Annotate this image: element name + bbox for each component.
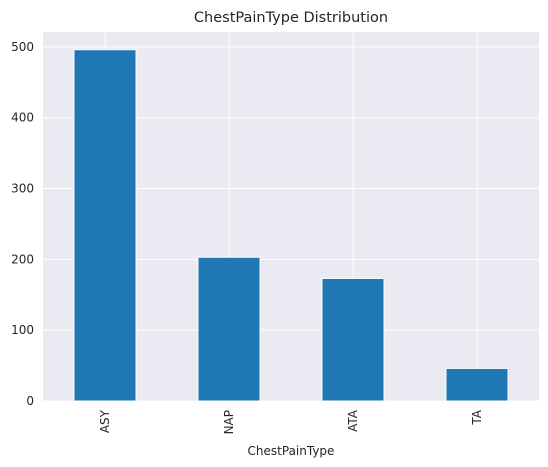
y-axis-ticks: 0 100 200 300 400 500	[11, 40, 34, 408]
y-tick-label: 100	[11, 323, 34, 337]
x-tick-label: ASY	[98, 409, 112, 433]
bar-ata	[321, 277, 385, 402]
y-tick-label: 300	[11, 182, 34, 196]
bar-nap	[197, 256, 261, 402]
bar-asy	[73, 49, 137, 402]
x-axis-ticks: ASY NAP ATA TA	[98, 409, 484, 434]
y-tick-label: 200	[11, 252, 34, 266]
x-tick-label: TA	[470, 409, 484, 425]
bars	[73, 49, 509, 402]
chart-title: ChestPainType Distribution	[194, 10, 388, 26]
y-tick-label: 0	[26, 394, 34, 408]
x-tick-label: NAP	[222, 410, 236, 434]
y-tick-label: 400	[11, 111, 34, 125]
x-tick-label: ATA	[346, 409, 360, 432]
x-axis-label: ChestPainType	[248, 444, 335, 458]
y-tick-label: 500	[11, 40, 34, 54]
bar-ta	[445, 367, 509, 402]
